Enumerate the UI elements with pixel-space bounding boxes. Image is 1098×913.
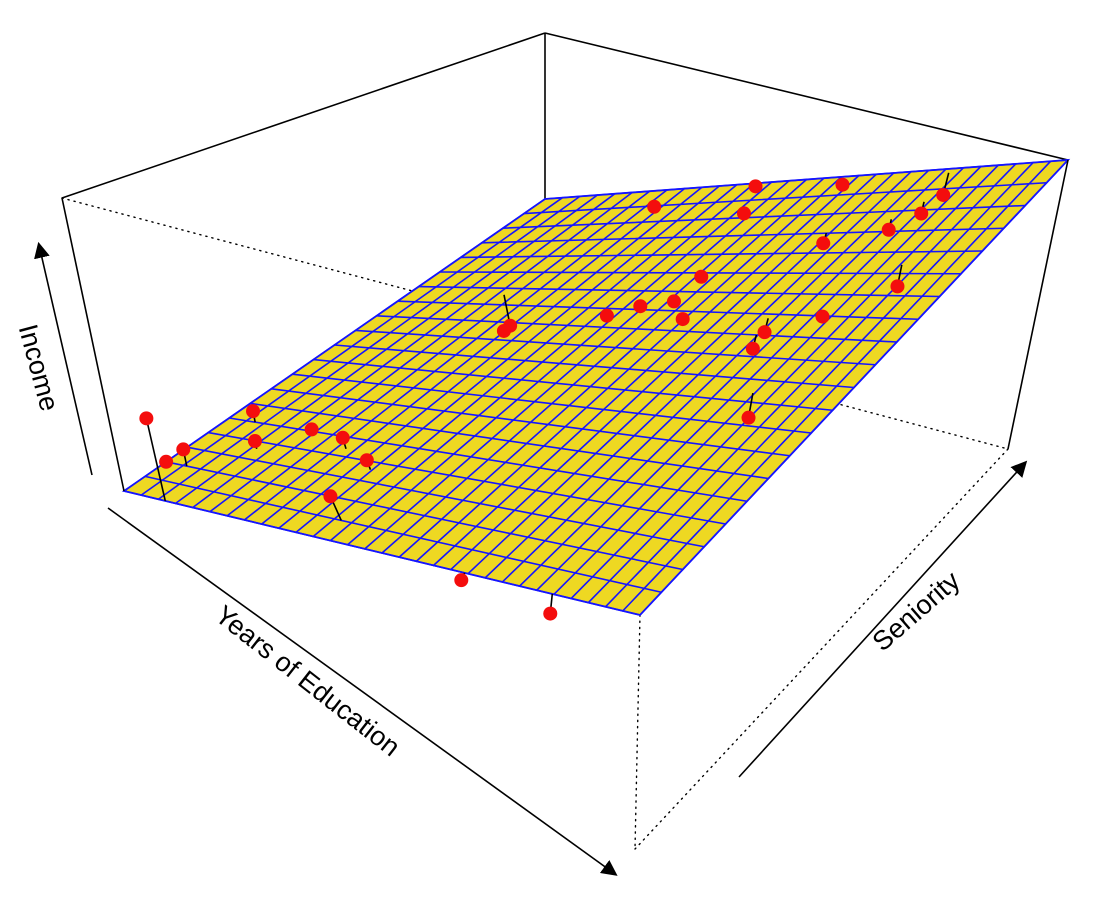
plane-grid-line-seniority: [375, 314, 898, 343]
data-point-17: [757, 325, 772, 340]
data-point-26: [335, 430, 350, 445]
data-point-21: [246, 404, 261, 419]
data-point-6: [816, 236, 831, 251]
data-point-14: [694, 269, 709, 284]
plane-grid-line-seniority: [417, 285, 941, 298]
front-left-vertical-edge: [61, 197, 125, 492]
data-point-25: [304, 422, 319, 437]
data-point-13: [633, 299, 648, 314]
data-point-12: [599, 308, 614, 323]
data-point-23: [176, 442, 191, 457]
data-point-30: [454, 573, 469, 588]
data-point-27: [359, 453, 374, 468]
plane-grid-line-seniority: [186, 446, 706, 548]
data-point-24: [247, 434, 262, 449]
axis-arrows: [34, 241, 1028, 876]
plane-grid-line-seniority: [165, 460, 684, 571]
income-arrow: [34, 241, 93, 476]
plane-grid-line-seniority: [523, 181, 1048, 215]
regression-plane: [121, 158, 1071, 616]
data-point-9: [890, 279, 905, 294]
front-vertical-hidden-edge: [634, 614, 641, 850]
z-axis-label: Income: [13, 321, 65, 414]
plane-grid-line-seniority: [270, 387, 791, 457]
plane-grid-line-seniority: [207, 431, 727, 525]
data-point-28: [139, 411, 154, 426]
data-point-2: [748, 179, 763, 194]
data-point-8: [914, 206, 929, 221]
data-point-29: [323, 489, 338, 504]
data-point-7: [881, 222, 896, 237]
plane-grid-line-seniority: [459, 250, 984, 259]
data-point-11: [496, 323, 511, 338]
top-right-edge: [544, 32, 1069, 161]
plane-grid-line-seniority: [144, 475, 663, 594]
data-point-20: [815, 309, 830, 324]
plane-grid-line-seniority: [396, 300, 920, 321]
data-point-15: [666, 294, 681, 309]
data-point-22: [159, 454, 174, 469]
front-box: [61, 159, 1069, 492]
seniority-arrow: [738, 460, 1028, 778]
education-arrow: [107, 507, 618, 876]
data-point-3: [835, 177, 850, 192]
data-point-5: [736, 206, 751, 221]
plane-grid-line-seniority: [249, 402, 770, 480]
data-point-4: [936, 187, 951, 202]
data-point-16: [675, 312, 690, 327]
data-point-19: [741, 410, 756, 425]
plane-grid-line-seniority: [544, 159, 1069, 200]
plane-grid-line-seniority: [123, 490, 641, 616]
plane-grid-line-seniority: [291, 373, 813, 434]
data-point-31: [543, 606, 558, 621]
residual-line-28: [145, 418, 167, 502]
floor-right-hidden-edge: [634, 448, 1009, 850]
plane-grid-line-seniority: [354, 329, 877, 366]
plane-grid-line-seniority: [312, 358, 834, 412]
plane-grid-line-seniority: [502, 204, 1026, 229]
top-left-edge: [61, 32, 546, 199]
data-points: [139, 177, 951, 621]
plane-grid-line-seniority: [481, 227, 1005, 244]
y-axis-label: Seniority: [867, 565, 966, 657]
data-point-18: [745, 341, 760, 356]
plane-grid-line-seniority: [333, 344, 855, 389]
data-point-1: [647, 199, 662, 214]
right-vertical-edge: [1007, 159, 1069, 450]
x-axis-label: Years of Education: [209, 600, 405, 763]
